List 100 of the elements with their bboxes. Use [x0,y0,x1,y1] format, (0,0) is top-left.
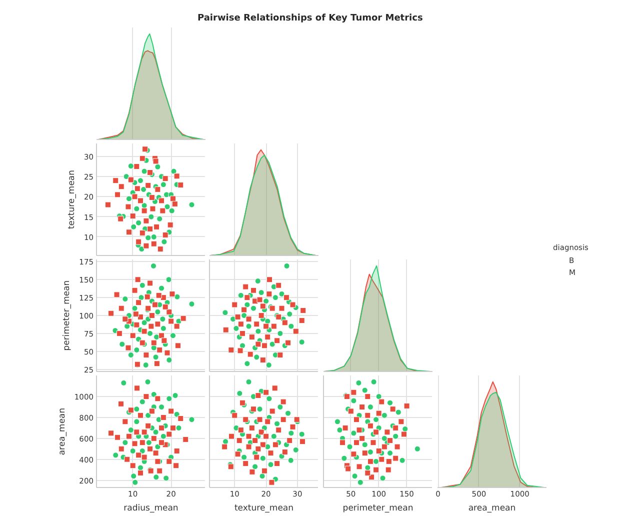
point [114,192,121,198]
point [118,216,124,222]
point [250,305,256,312]
point [255,341,262,348]
point [381,444,388,450]
point [286,438,293,444]
point [123,174,130,180]
point [283,442,290,448]
point [128,352,134,358]
point [414,446,420,452]
point [387,438,394,444]
point [152,158,159,164]
point [254,278,261,284]
point [274,338,280,344]
point [174,294,180,300]
point [345,466,352,472]
point [154,308,161,315]
point [134,406,140,412]
point [272,294,278,301]
point [162,304,168,310]
point [268,462,274,468]
point [139,155,146,162]
point [150,262,156,269]
point [238,427,244,434]
point [248,334,255,340]
point [222,310,228,316]
point [166,308,172,315]
point [236,390,243,396]
point [148,214,154,220]
point [283,294,290,301]
point [120,380,127,386]
point [256,416,263,423]
x-axis-title: area_mean [468,504,516,514]
point [292,446,299,453]
point [154,360,160,367]
point [260,357,266,364]
point [137,412,144,418]
point [263,298,270,304]
point [143,394,150,400]
point [153,474,160,480]
point [158,285,165,292]
point [143,218,150,224]
point [130,462,136,469]
point [269,408,276,414]
point [141,328,148,334]
point [150,206,156,212]
point [222,444,228,450]
point [134,186,140,192]
point [288,457,294,464]
point [147,280,154,286]
point [263,433,270,440]
point [174,448,180,454]
point [130,473,137,480]
point [266,396,272,402]
point [114,434,121,440]
point [150,391,157,398]
point [141,429,148,436]
point [376,448,382,454]
point [182,436,189,442]
point [170,196,176,202]
point [264,318,271,324]
point [130,224,137,230]
point [137,178,144,184]
point [134,429,140,436]
point [386,458,392,464]
point [168,318,174,324]
point [114,292,120,298]
point [125,204,132,210]
point [174,323,180,330]
point [238,292,244,298]
point [128,427,134,434]
point [142,362,149,368]
point [136,452,142,458]
point [359,404,366,410]
point [370,440,376,446]
point [145,422,152,429]
point [300,307,306,314]
point [237,348,244,354]
point [126,229,132,236]
point [387,400,394,406]
point [147,330,154,336]
point [398,418,404,425]
point [162,176,168,182]
point [108,430,114,436]
point [160,325,166,332]
point [147,446,154,452]
point [156,216,163,222]
point [380,475,386,482]
y-axis-title: perimeter_mean [62,280,72,351]
point [158,404,165,410]
point [249,468,256,475]
point [356,380,362,386]
point [264,334,271,340]
point [132,440,138,447]
point [230,316,236,322]
point [170,168,177,174]
point [274,420,280,427]
point [148,194,155,200]
point [138,294,144,301]
point [278,290,285,297]
